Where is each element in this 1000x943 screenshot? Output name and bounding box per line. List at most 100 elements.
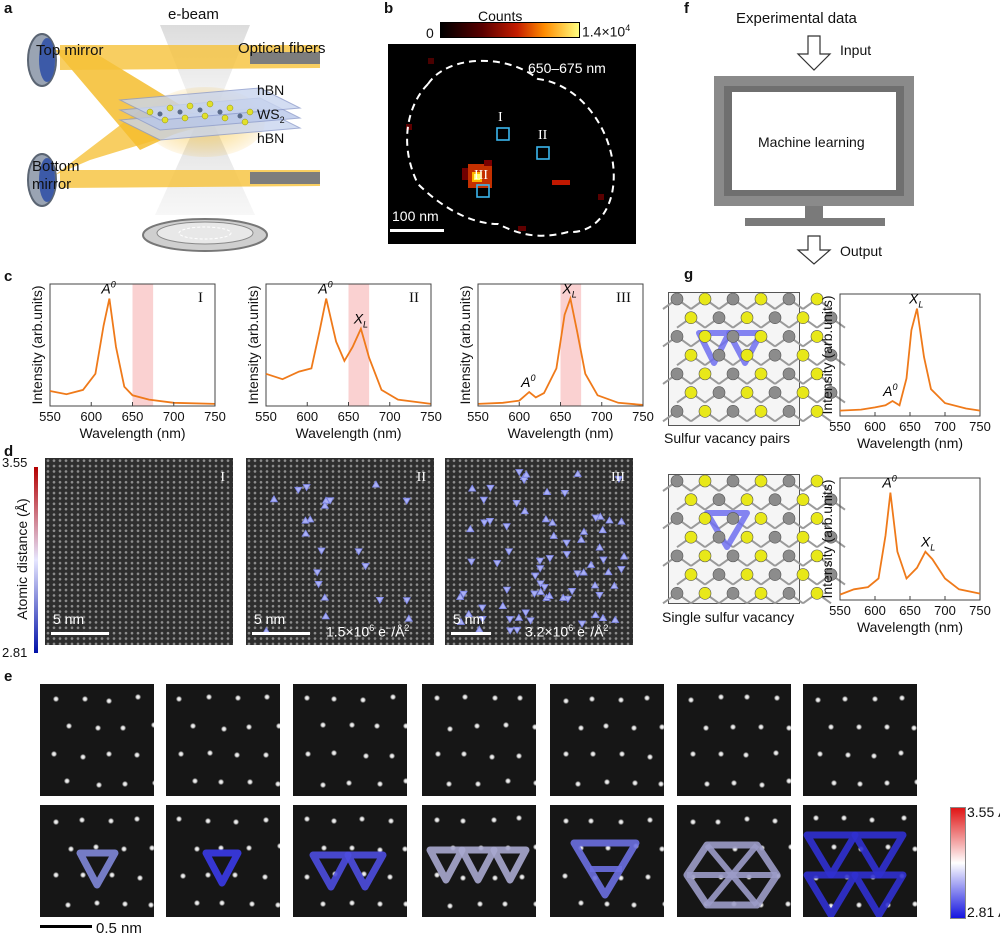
tungsten-atom	[726, 549, 740, 563]
defect-marker	[599, 556, 608, 564]
defect-marker	[519, 477, 529, 485]
sulfur-atom	[698, 474, 712, 488]
defect-marker	[305, 515, 315, 523]
defect-marker	[402, 497, 411, 505]
sulfur-atom	[796, 386, 810, 399]
defect-marker	[619, 552, 629, 560]
defect-marker	[617, 566, 626, 574]
atom-spot	[348, 900, 355, 907]
bond-triangle	[458, 846, 498, 884]
atom-spot	[331, 817, 338, 824]
atom-spot	[869, 817, 875, 824]
defect-marker	[535, 557, 545, 565]
defect-marker	[536, 580, 545, 588]
stem-image-I: I 5 nm	[45, 458, 233, 645]
atom-spot	[148, 901, 154, 908]
atom-spot	[134, 815, 141, 822]
defect-marker	[520, 506, 530, 515]
atom-spot	[376, 846, 383, 853]
defect-marker	[485, 517, 495, 526]
sulfur-atom	[754, 512, 768, 525]
atom-spot	[690, 751, 697, 758]
atom-spot	[261, 874, 268, 881]
defect-marker	[404, 614, 414, 622]
atom-spot	[402, 845, 407, 852]
tungsten-atom	[782, 292, 796, 306]
sulfur-atom	[698, 587, 712, 600]
atom-spot	[842, 696, 849, 703]
atom-spot	[744, 815, 751, 822]
atom-spot	[788, 843, 791, 850]
e-scale-bar	[40, 925, 92, 928]
defect-marker	[502, 523, 511, 531]
region-label: I	[198, 290, 203, 306]
defect-marker	[567, 588, 577, 596]
x-tick-label: 700	[934, 603, 956, 618]
atom-spot	[149, 845, 154, 852]
defect-marker	[486, 484, 495, 493]
tungsten-atom	[782, 512, 796, 525]
atom-spot	[502, 901, 509, 908]
atom-spot	[659, 845, 664, 852]
bond-triangle	[76, 849, 119, 889]
defect-marker	[502, 586, 512, 594]
defect-marker	[610, 581, 619, 589]
atom-spot	[205, 871, 212, 878]
atom-spot	[388, 752, 395, 759]
x-tick-label: 600	[864, 419, 886, 434]
defect-marker	[562, 539, 571, 547]
defect-marker	[598, 613, 608, 622]
atom-spot	[78, 817, 85, 824]
atom-spot	[632, 780, 639, 787]
atom-spot	[246, 724, 253, 731]
tungsten-atom	[824, 493, 838, 507]
cl-intensity-map: 650–675 nm I II III 100 nm	[388, 44, 636, 244]
atom-spot	[533, 843, 536, 850]
atom-spot	[785, 724, 791, 731]
panel-b-cl-map: Counts 0 1.4×104 650–675 nm I II III 100…	[380, 0, 640, 265]
y-axis-label: Intensity (arb.units)	[819, 479, 835, 598]
defect-marker	[545, 591, 554, 599]
defect-marker	[515, 469, 524, 477]
bond-overlay	[76, 849, 119, 889]
defect-marker	[505, 616, 515, 624]
atom-spot	[774, 694, 781, 701]
atom-spot	[120, 724, 127, 731]
atom-spot	[813, 815, 820, 822]
atom-spot	[659, 724, 664, 731]
plot-frame	[839, 293, 981, 417]
atom-spot	[617, 874, 624, 881]
bond-triangle	[309, 851, 352, 891]
tungsten-atom	[726, 587, 740, 600]
defect-marker	[320, 501, 330, 509]
stem-tile-raw	[40, 684, 154, 796]
atom-spot	[92, 844, 99, 851]
atom-spot	[743, 752, 750, 759]
atom-spot	[248, 901, 255, 908]
panel-label-b: b	[384, 0, 394, 17]
atom-spot	[661, 901, 664, 907]
d-cb-max: 3.55	[2, 455, 28, 470]
peak-label: A0	[100, 280, 115, 297]
sulfur-atom	[684, 311, 698, 325]
atom-spot	[474, 722, 481, 729]
peak-label: A0	[882, 382, 897, 399]
peak-label-sub: 0	[328, 280, 333, 290]
peak-label-sub: L	[918, 300, 923, 310]
tungsten-atom	[670, 474, 684, 488]
atom-spot	[204, 817, 211, 824]
structure-vacancy-pairs	[662, 292, 846, 426]
defect-marker	[514, 613, 524, 621]
atom-spot	[121, 781, 128, 788]
defect-marker	[512, 626, 522, 635]
y-axis-label: Intensity (arb.units)	[457, 285, 473, 404]
atom-spot	[644, 694, 651, 701]
atom-spot	[911, 725, 917, 732]
atom-spot	[731, 845, 738, 852]
tungsten-atom	[768, 348, 782, 362]
x-tick-label: 650	[338, 409, 360, 424]
tungsten-atom	[768, 386, 782, 399]
atom-spot	[827, 724, 834, 731]
atom-spot	[262, 817, 269, 823]
atom-spot	[618, 696, 625, 703]
